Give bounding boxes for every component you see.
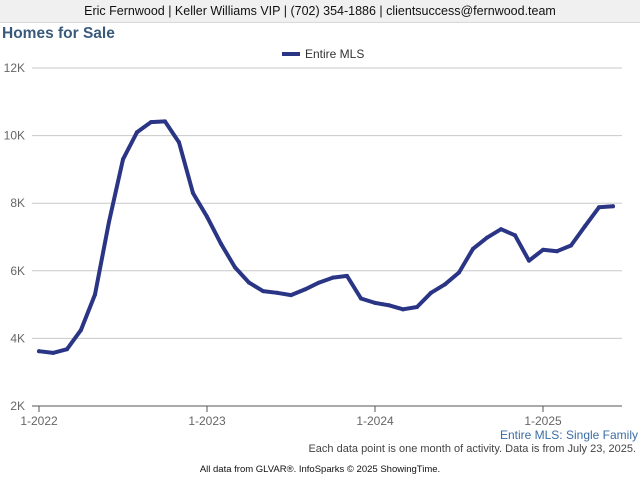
data-point-entire-mls bbox=[513, 233, 517, 238]
series-caption: Entire MLS: Single Family bbox=[500, 428, 638, 442]
y-tick-label-12K: 12K bbox=[4, 61, 25, 75]
data-point-entire-mls bbox=[387, 303, 391, 308]
x-axis: 1-2022 1-2023 1-2024 1-2025 bbox=[20, 406, 562, 428]
data-point-entire-mls bbox=[289, 293, 293, 298]
data-point-entire-mls bbox=[261, 289, 265, 294]
data-point-entire-mls bbox=[65, 347, 69, 352]
data-point-entire-mls bbox=[93, 292, 97, 297]
legend-label-entire-mls: Entire MLS bbox=[305, 47, 364, 61]
x-tick-label-1-2024: 1-2024 bbox=[356, 414, 394, 428]
x-tick-label-1-2023: 1-2023 bbox=[188, 414, 226, 428]
data-point-entire-mls bbox=[79, 327, 83, 332]
data-point-entire-mls bbox=[457, 270, 461, 275]
data-point-entire-mls bbox=[303, 287, 307, 292]
data-point-entire-mls bbox=[597, 205, 601, 210]
data-point-entire-mls bbox=[401, 307, 405, 312]
data-point-entire-mls bbox=[569, 243, 573, 248]
data-point-entire-mls bbox=[135, 130, 139, 135]
y-tick-label-2K: 2K bbox=[10, 399, 25, 413]
data-point-entire-mls bbox=[527, 258, 531, 263]
series-line-entire-mls bbox=[37, 119, 615, 355]
data-point-entire-mls bbox=[233, 265, 237, 270]
data-point-entire-mls bbox=[205, 214, 209, 219]
data-note: Each data point is one month of activity… bbox=[308, 443, 636, 455]
gridlines bbox=[32, 67, 622, 407]
y-tick-label-8K: 8K bbox=[10, 196, 25, 210]
page-title: Homes for Sale bbox=[2, 25, 115, 42]
data-point-entire-mls bbox=[317, 280, 321, 285]
y-tick-label-6K: 6K bbox=[10, 264, 25, 278]
data-point-entire-mls bbox=[555, 249, 559, 254]
legend: Entire MLS bbox=[282, 47, 364, 61]
data-point-entire-mls bbox=[345, 273, 349, 278]
data-point-entire-mls bbox=[415, 304, 419, 309]
data-point-entire-mls bbox=[163, 119, 167, 124]
data-point-entire-mls bbox=[359, 296, 363, 301]
data-point-entire-mls bbox=[429, 290, 433, 295]
data-point-entire-mls bbox=[51, 350, 55, 355]
data-point-entire-mls bbox=[611, 204, 615, 209]
data-point-entire-mls bbox=[149, 120, 153, 125]
x-tick-label-1-2022: 1-2022 bbox=[20, 414, 58, 428]
data-point-entire-mls bbox=[485, 235, 489, 240]
series-layer bbox=[37, 119, 615, 355]
data-point-entire-mls bbox=[373, 300, 377, 305]
data-point-entire-mls bbox=[191, 191, 195, 196]
data-point-entire-mls bbox=[247, 280, 251, 285]
data-point-entire-mls bbox=[219, 241, 223, 246]
data-point-entire-mls bbox=[121, 157, 125, 162]
data-point-entire-mls bbox=[471, 246, 475, 251]
data-point-entire-mls bbox=[583, 224, 587, 229]
data-point-entire-mls bbox=[107, 219, 111, 224]
data-credits: All data from GLVAR®. InfoSparks © 2025 … bbox=[199, 464, 441, 475]
data-point-entire-mls bbox=[443, 282, 447, 287]
data-point-entire-mls bbox=[177, 140, 181, 145]
data-point-entire-mls bbox=[541, 247, 545, 252]
data-point-entire-mls bbox=[275, 290, 279, 295]
y-tick-label-4K: 4K bbox=[10, 331, 25, 345]
y-axis-ticks: 2K 4K 6K 8K 10K 12K bbox=[4, 61, 25, 413]
data-point-entire-mls bbox=[331, 275, 335, 280]
data-point-entire-mls bbox=[499, 227, 503, 232]
x-tick-label-1-2025: 1-2025 bbox=[524, 414, 562, 428]
y-tick-label-10K: 10K bbox=[4, 129, 25, 143]
contact-banner: Eric Fernwood | Keller Williams VIP | (7… bbox=[0, 0, 640, 23]
data-point-entire-mls bbox=[37, 349, 41, 354]
